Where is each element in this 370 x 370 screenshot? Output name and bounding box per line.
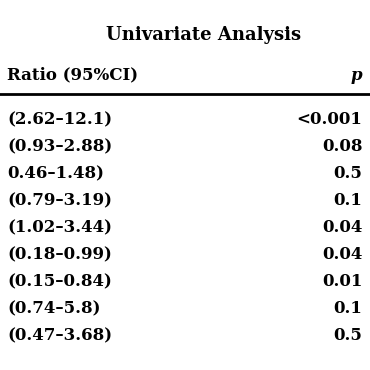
- Text: (0.18–0.99): (0.18–0.99): [7, 246, 112, 263]
- Text: Univariate Analysis: Univariate Analysis: [106, 26, 301, 44]
- Text: (0.79–3.19): (0.79–3.19): [7, 192, 112, 209]
- Text: (2.62–12.1): (2.62–12.1): [7, 111, 112, 128]
- Text: 0.5: 0.5: [334, 327, 363, 344]
- Text: 0.01: 0.01: [322, 273, 363, 290]
- Text: 0.1: 0.1: [334, 300, 363, 317]
- Text: (0.47–3.68): (0.47–3.68): [7, 327, 112, 344]
- Text: (0.93–2.88): (0.93–2.88): [7, 138, 112, 155]
- Text: 0.04: 0.04: [322, 219, 363, 236]
- Text: Ratio (95%CI): Ratio (95%CI): [7, 67, 138, 84]
- Text: 0.04: 0.04: [322, 246, 363, 263]
- Text: (1.02–3.44): (1.02–3.44): [7, 219, 112, 236]
- Text: (0.74–5.8): (0.74–5.8): [7, 300, 101, 317]
- Text: 0.08: 0.08: [322, 138, 363, 155]
- Text: 0.1: 0.1: [334, 192, 363, 209]
- Text: 0.46–1.48): 0.46–1.48): [7, 165, 104, 182]
- Text: <0.001: <0.001: [297, 111, 363, 128]
- Text: p: p: [351, 67, 363, 84]
- Text: (0.15–0.84): (0.15–0.84): [7, 273, 112, 290]
- Text: 0.5: 0.5: [334, 165, 363, 182]
